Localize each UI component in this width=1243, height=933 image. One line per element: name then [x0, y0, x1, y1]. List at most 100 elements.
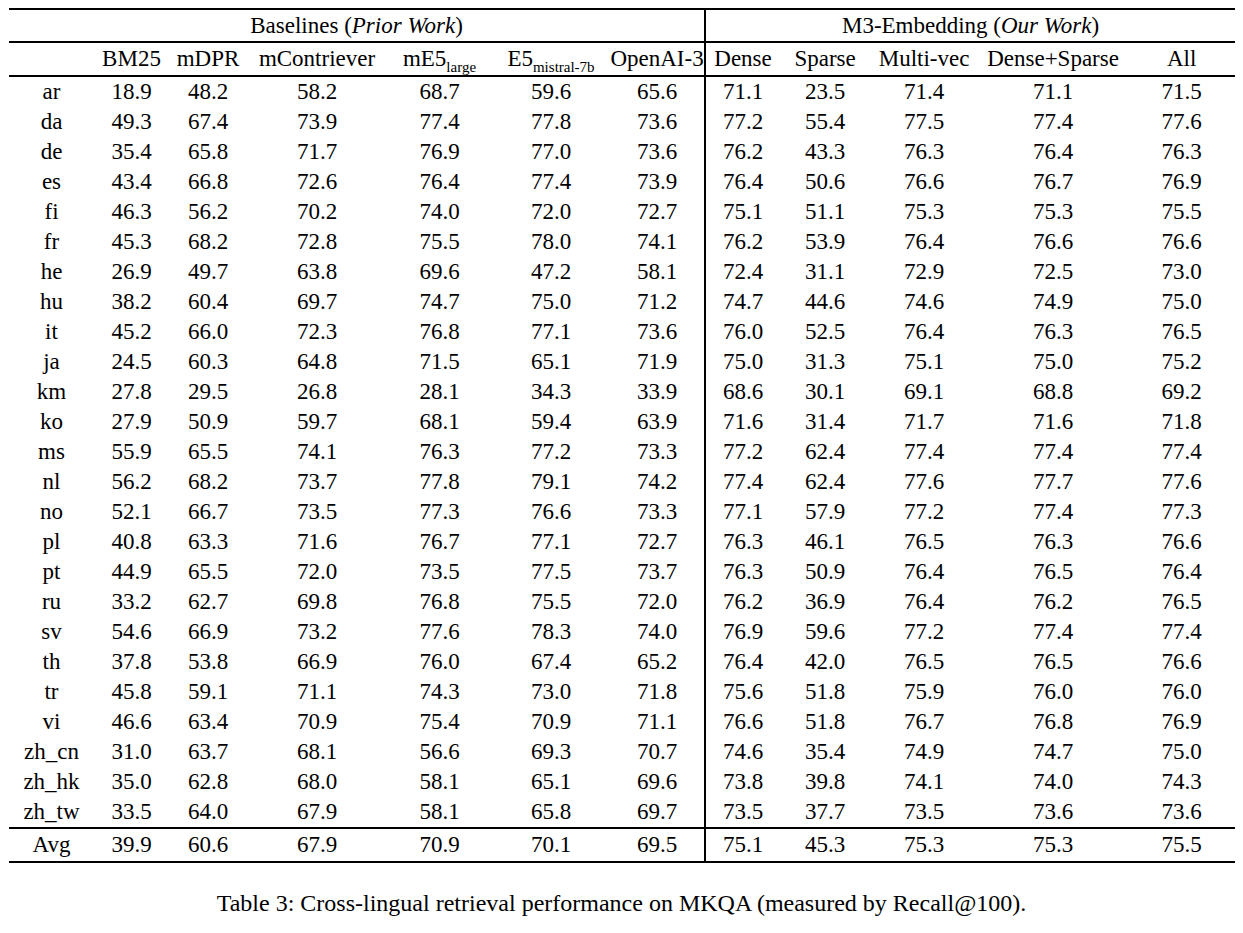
table-cell: 76.5: [1128, 317, 1235, 347]
table-cell: 76.6: [492, 497, 610, 527]
table-cell: 77.6: [870, 467, 978, 497]
table-cell: 71.6: [247, 527, 387, 557]
table-cell: 73.5: [870, 797, 978, 828]
table-cell: 71.1: [610, 707, 705, 737]
table-cell: 39.8: [780, 767, 870, 797]
table-cell: 77.6: [1128, 467, 1235, 497]
table-row: ko27.950.959.768.159.463.971.631.471.771…: [9, 407, 1235, 437]
table-cell: 75.3: [978, 197, 1128, 227]
table-cell: 71.8: [1128, 407, 1235, 437]
table-cell: 67.4: [492, 647, 610, 677]
table-cell: 75.1: [705, 828, 780, 862]
row-label: no: [9, 497, 94, 527]
table-row: km27.829.526.828.134.333.968.630.169.168…: [9, 377, 1235, 407]
table-cell: 65.1: [492, 347, 610, 377]
table-cell: 76.6: [1128, 227, 1235, 257]
row-label: ms: [9, 437, 94, 467]
table-cell: 65.8: [169, 137, 247, 167]
table-cell: 76.3: [978, 317, 1128, 347]
table-cell: 69.6: [610, 767, 705, 797]
table-cell: 37.8: [94, 647, 169, 677]
table-cell: 59.1: [169, 677, 247, 707]
column-header-bm25: BM25: [94, 42, 169, 76]
table-row: tr45.859.171.174.373.071.875.651.875.976…: [9, 677, 1235, 707]
table-row: es43.466.872.676.477.473.976.450.676.676…: [9, 167, 1235, 197]
table-cell: 76.2: [978, 587, 1128, 617]
table-cell: 75.3: [870, 828, 978, 862]
table-cell: 71.1: [978, 76, 1128, 107]
table-cell: 76.3: [870, 137, 978, 167]
table-cell: 73.0: [1128, 257, 1235, 287]
table-cell: 63.3: [169, 527, 247, 557]
table-cell: 64.0: [169, 797, 247, 828]
table-cell: 62.7: [169, 587, 247, 617]
row-label: es: [9, 167, 94, 197]
table-cell: 72.9: [870, 257, 978, 287]
table-cell: 71.7: [870, 407, 978, 437]
table-row: hu38.260.469.774.775.071.274.744.674.674…: [9, 287, 1235, 317]
row-label: de: [9, 137, 94, 167]
table-cell: 40.8: [94, 527, 169, 557]
table-cell: 46.6: [94, 707, 169, 737]
table-cell: 75.3: [978, 828, 1128, 862]
row-label: ar: [9, 76, 94, 107]
table-cell: 76.5: [1128, 587, 1235, 617]
row-label: it: [9, 317, 94, 347]
group-header-row: Baselines (Prior Work) M3-Embedding (Our…: [9, 9, 1235, 42]
table-cell: 76.9: [705, 617, 780, 647]
table-cell: 70.9: [387, 828, 492, 862]
table-cell: 45.3: [780, 828, 870, 862]
table-cell: 65.5: [169, 437, 247, 467]
table-cell: 74.9: [870, 737, 978, 767]
table-cell: 71.9: [610, 347, 705, 377]
table-cell: 79.1: [492, 467, 610, 497]
table-cell: 73.6: [610, 137, 705, 167]
table-cell: 77.2: [870, 617, 978, 647]
table-cell: 63.8: [247, 257, 387, 287]
table-row: da49.367.473.977.477.873.677.255.477.577…: [9, 107, 1235, 137]
table-cell: 38.2: [94, 287, 169, 317]
table-row: pt44.965.572.073.577.573.776.350.976.476…: [9, 557, 1235, 587]
table-cell: 71.1: [705, 76, 780, 107]
table-cell: 77.4: [978, 437, 1128, 467]
column-header-multi-vec: Multi-vec: [870, 42, 978, 76]
table-cell: 77.6: [387, 617, 492, 647]
table-row: th37.853.866.976.067.465.276.442.076.576…: [9, 647, 1235, 677]
table-cell: 50.9: [780, 557, 870, 587]
table-cell: 68.7: [387, 76, 492, 107]
table-cell: 76.5: [978, 647, 1128, 677]
table-cell: 76.4: [870, 587, 978, 617]
table-cell: 72.0: [610, 587, 705, 617]
table-cell: 76.9: [387, 137, 492, 167]
table-cell: 68.2: [169, 227, 247, 257]
table-cell: 73.3: [610, 497, 705, 527]
table-cell: 77.5: [870, 107, 978, 137]
table-cell: 34.3: [492, 377, 610, 407]
table-cell: 64.8: [247, 347, 387, 377]
table-cell: 76.2: [705, 137, 780, 167]
row-label: hu: [9, 287, 94, 317]
table-cell: 75.5: [1128, 197, 1235, 227]
row-label: pt: [9, 557, 94, 587]
table-cell: 74.0: [387, 197, 492, 227]
table-cell: 46.3: [94, 197, 169, 227]
table-cell: 45.2: [94, 317, 169, 347]
table-cell: 59.7: [247, 407, 387, 437]
table-cell: 49.7: [169, 257, 247, 287]
table-cell: 76.0: [1128, 677, 1235, 707]
table-cell: 37.7: [780, 797, 870, 828]
row-label: tr: [9, 677, 94, 707]
table-cell: 35.0: [94, 767, 169, 797]
table-cell: 27.9: [94, 407, 169, 437]
table-cell: 62.4: [780, 467, 870, 497]
table-cell: 77.5: [492, 557, 610, 587]
table-cell: 76.5: [870, 647, 978, 677]
table-cell: 76.6: [870, 167, 978, 197]
table-cell: 73.9: [247, 107, 387, 137]
table-cell: 56.2: [94, 467, 169, 497]
table-cell: 73.8: [705, 767, 780, 797]
table-row: zh_cn31.063.768.156.669.370.774.635.474.…: [9, 737, 1235, 767]
table-cell: 18.9: [94, 76, 169, 107]
table-row: he26.949.763.869.647.258.172.431.172.972…: [9, 257, 1235, 287]
table-cell: 76.3: [387, 437, 492, 467]
